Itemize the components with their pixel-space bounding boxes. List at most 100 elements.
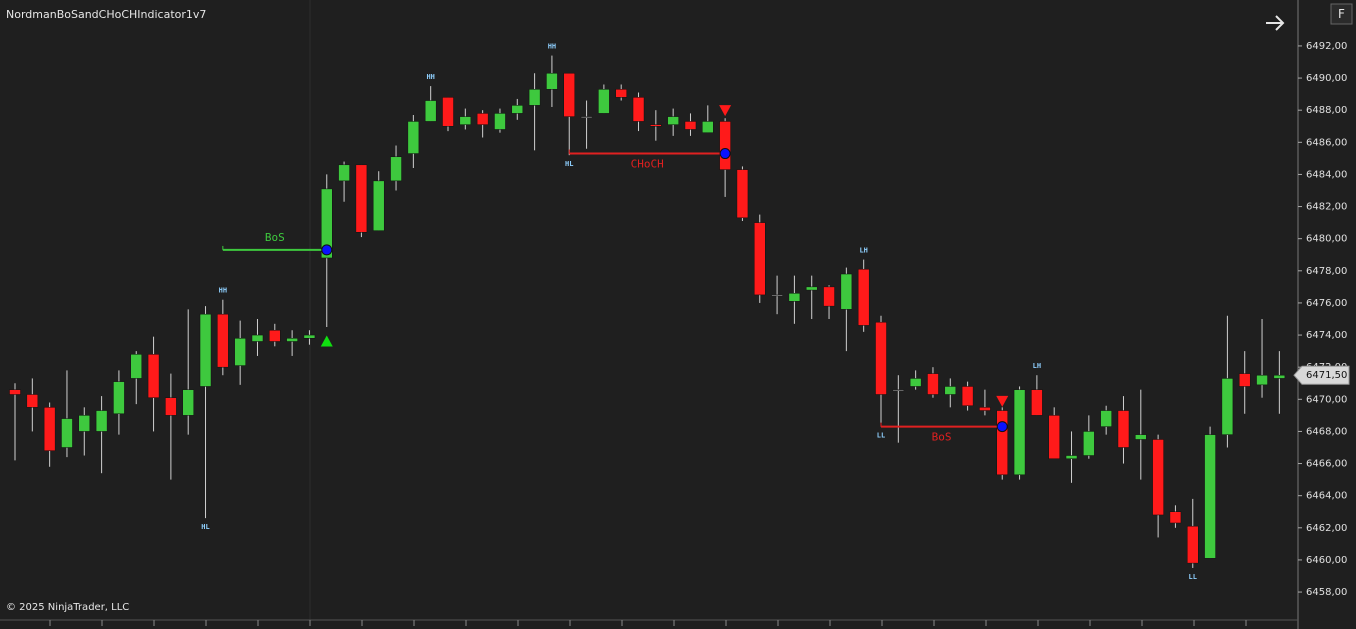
candle-body bbox=[736, 169, 749, 219]
candle-body bbox=[251, 334, 264, 342]
signal-triangle bbox=[320, 335, 333, 347]
candle-body bbox=[1083, 431, 1095, 456]
chart-title: NordmanBoSandCHoCHIndicator1v7 bbox=[6, 8, 206, 21]
candle-body bbox=[1169, 511, 1182, 524]
candle-body bbox=[719, 121, 731, 170]
candle-body bbox=[355, 164, 368, 233]
swing-label: HH bbox=[548, 43, 556, 51]
y-tick-label: 6490,00 bbox=[1306, 73, 1347, 84]
candle-body bbox=[286, 338, 298, 342]
f-button[interactable] bbox=[1330, 3, 1353, 25]
y-tick-label: 6482,00 bbox=[1306, 202, 1347, 213]
candle-body bbox=[269, 329, 281, 342]
candle-body bbox=[805, 286, 818, 291]
candle-body bbox=[407, 121, 420, 154]
candle-body bbox=[1273, 374, 1286, 379]
candle-body bbox=[165, 397, 177, 416]
candle-body bbox=[684, 121, 697, 130]
candle-body bbox=[9, 389, 21, 395]
candle-body bbox=[61, 418, 73, 448]
candle-body bbox=[95, 410, 108, 432]
candle-body bbox=[442, 97, 454, 127]
y-tick-label: 6480,00 bbox=[1306, 234, 1347, 245]
candle-body bbox=[390, 156, 402, 182]
candle-body bbox=[909, 378, 922, 387]
y-tick-label: 6470,00 bbox=[1306, 394, 1347, 405]
swing-label: HL bbox=[201, 523, 209, 531]
y-tick-label: 6488,00 bbox=[1306, 105, 1347, 116]
f-button-label[interactable]: F bbox=[1338, 7, 1345, 21]
candle-body bbox=[528, 89, 541, 106]
candle-body bbox=[1152, 439, 1164, 516]
swing-label: LL bbox=[877, 432, 885, 440]
candle-body bbox=[338, 164, 350, 182]
y-tick-label: 6484,00 bbox=[1306, 169, 1347, 180]
y-tick-label: 6474,00 bbox=[1306, 330, 1347, 341]
structure-label: CHoCH bbox=[631, 158, 664, 171]
candle-body bbox=[1048, 415, 1060, 459]
candle-body bbox=[1187, 525, 1199, 564]
candle-body bbox=[823, 286, 835, 307]
scroll-arrow[interactable] bbox=[1266, 15, 1285, 31]
y-tick-label: 6462,00 bbox=[1306, 523, 1347, 534]
candle-body bbox=[563, 72, 575, 117]
candle-body bbox=[927, 373, 939, 395]
candle-body bbox=[321, 188, 333, 259]
y-tick-label: 6464,00 bbox=[1306, 491, 1347, 502]
candle-body bbox=[303, 334, 316, 339]
swing-label: LH bbox=[1033, 362, 1041, 370]
candle-body bbox=[113, 381, 125, 415]
candle-body bbox=[996, 410, 1008, 476]
candle-body bbox=[1221, 378, 1234, 435]
candle-body bbox=[598, 89, 610, 114]
x-ticks bbox=[49, 620, 1247, 626]
candle-body bbox=[788, 293, 801, 302]
candle-body bbox=[1031, 389, 1043, 416]
swing-label: LL bbox=[1189, 573, 1197, 581]
structure-label: BoS bbox=[265, 231, 285, 244]
candle-body bbox=[632, 97, 645, 122]
structure-label: BoS bbox=[932, 431, 952, 444]
last-price-label: 6471,50 bbox=[1306, 370, 1347, 381]
candle-body bbox=[217, 313, 229, 368]
candle-body bbox=[199, 313, 212, 387]
y-tick-label: 6478,00 bbox=[1306, 266, 1347, 277]
candle-body bbox=[459, 116, 472, 125]
candle-body bbox=[892, 389, 905, 391]
last-price-box bbox=[1293, 365, 1350, 385]
swing-label: HL bbox=[565, 160, 573, 168]
candle-body bbox=[1013, 389, 1026, 476]
candle-body bbox=[754, 222, 766, 296]
candle-body bbox=[494, 113, 506, 130]
candle-body bbox=[1204, 434, 1216, 559]
break-dot bbox=[719, 148, 731, 160]
candle-body bbox=[961, 386, 974, 406]
candle-body bbox=[234, 338, 246, 366]
signal-triangle bbox=[719, 105, 732, 117]
candle-body bbox=[546, 72, 558, 90]
candle-body bbox=[511, 105, 524, 114]
copyright: © 2025 NinjaTrader, LLC bbox=[6, 602, 129, 613]
y-tick-label: 6466,00 bbox=[1306, 459, 1347, 470]
candle-body bbox=[476, 113, 489, 125]
swing-label: HH bbox=[219, 287, 227, 295]
candle-body bbox=[615, 89, 627, 98]
swing-label: HH bbox=[426, 73, 434, 81]
candle-body bbox=[182, 389, 194, 416]
candle-body bbox=[979, 407, 991, 411]
candle-body bbox=[424, 100, 437, 122]
y-tick-label: 6476,00 bbox=[1306, 298, 1347, 309]
y-tick-label: 6486,00 bbox=[1306, 137, 1347, 148]
signal-triangle bbox=[996, 395, 1009, 407]
candle-body bbox=[26, 394, 39, 408]
candle-body bbox=[372, 180, 385, 231]
y-tick-label: 6468,00 bbox=[1306, 426, 1347, 437]
candle-body bbox=[43, 407, 56, 451]
candle-body bbox=[1238, 373, 1251, 387]
candle-body bbox=[1256, 374, 1268, 386]
candle-body bbox=[944, 386, 957, 395]
candle-body bbox=[840, 273, 853, 310]
candle-body bbox=[650, 124, 662, 127]
swing-label: LH bbox=[859, 247, 867, 255]
